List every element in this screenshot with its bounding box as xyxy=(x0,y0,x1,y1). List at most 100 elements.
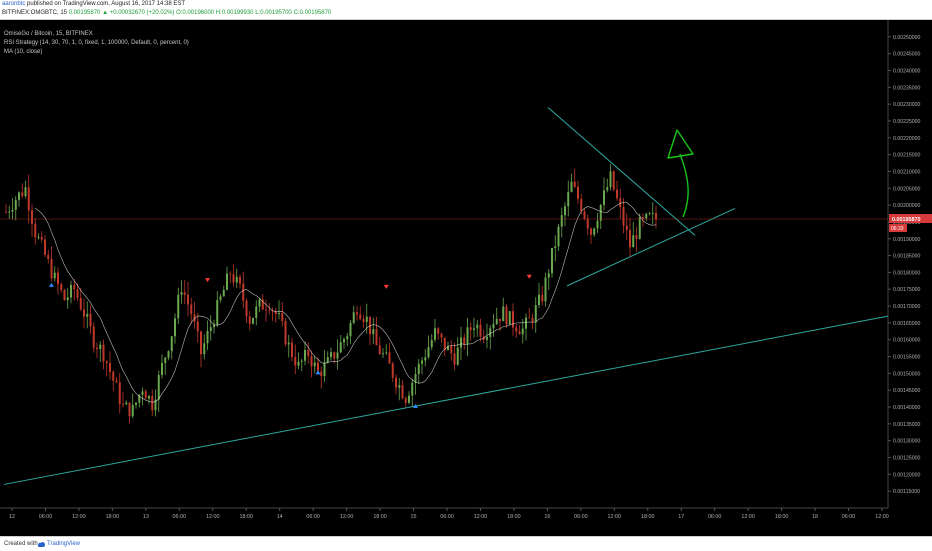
candle-body xyxy=(206,331,209,344)
x-tick-label: 06:00 xyxy=(708,514,722,520)
x-tick-label: 12 xyxy=(9,514,15,520)
x-tick-label: 12:00 xyxy=(608,514,622,520)
candle-body xyxy=(248,316,251,324)
y-tick-label: 0.00165000 xyxy=(893,321,921,327)
candle-body xyxy=(502,306,505,322)
y-tick-label: 0.00130000 xyxy=(893,439,921,445)
candle-body xyxy=(79,297,82,310)
y-tick-label: 0.00210000 xyxy=(893,169,921,175)
candle-body xyxy=(209,327,212,332)
candle-body xyxy=(226,273,228,290)
legend-rsi-strategy[interactable]: RSI Strategy (14, 30, 70, 1, 0, fixed, 1… xyxy=(4,40,189,46)
x-tick-label: 12:00 xyxy=(72,514,86,520)
candle-body xyxy=(313,362,316,367)
candle-body xyxy=(515,327,518,332)
x-tick-label: 18:00 xyxy=(239,514,253,520)
candle-body xyxy=(460,337,462,348)
candle-body xyxy=(268,310,271,311)
candle-body xyxy=(40,236,43,240)
candle-body xyxy=(531,317,534,323)
candle-body xyxy=(642,217,644,219)
candle-body xyxy=(346,336,349,340)
candle-body xyxy=(645,213,648,219)
chart-area[interactable]: 0.00250000 0.00245000 0.00240000 0.00235000… xyxy=(0,20,932,528)
candle-body xyxy=(362,318,365,322)
candle-body xyxy=(180,292,183,295)
author-link[interactable]: aaronbtc xyxy=(2,1,26,7)
candle-body xyxy=(5,211,7,213)
x-tick-label: 12:00 xyxy=(741,514,755,520)
last-price-label: 0.00195870 xyxy=(892,217,920,223)
candle-body xyxy=(229,273,232,275)
candle-body xyxy=(187,294,189,305)
hand-drawn-arrow-stem xyxy=(679,153,689,218)
candle-body xyxy=(24,187,27,197)
low-text: L:0.00195700 xyxy=(255,10,292,16)
candle-body xyxy=(473,328,475,330)
candle-body xyxy=(434,328,436,340)
candle-body xyxy=(154,399,157,411)
y-tick-label: 0.00120000 xyxy=(893,472,921,478)
candle-body xyxy=(450,346,453,354)
y-tick-label: 0.00250000 xyxy=(893,35,921,41)
candle-body xyxy=(200,331,202,355)
candle-body xyxy=(365,316,368,322)
candle-body xyxy=(161,362,163,375)
candle-body xyxy=(258,299,261,307)
price-chart[interactable]: 0.00250000 0.00245000 0.00240000 0.00235000… xyxy=(0,20,932,528)
tradingview-logo-icon[interactable] xyxy=(37,540,46,550)
y-tick-label: 0.00200000 xyxy=(893,203,921,209)
candle-body xyxy=(8,211,11,213)
sell-signal-arrow xyxy=(526,274,532,279)
candle-body xyxy=(167,351,170,358)
y-tick-label: 0.00145000 xyxy=(893,388,921,394)
chart-legend: OmiseGo / Bitcoin, 15, BITFINEX RSI Stra… xyxy=(4,30,189,57)
candle-body xyxy=(27,187,30,211)
candle-body xyxy=(284,321,287,345)
candle-body xyxy=(135,402,137,405)
countdown-label: 06:33 xyxy=(891,226,904,232)
ma-line xyxy=(35,202,657,403)
candle-body xyxy=(414,374,417,383)
tradingview-brand-link[interactable]: TradingView xyxy=(47,541,81,547)
y-tick-label: 0.00160000 xyxy=(893,338,921,344)
candle-body xyxy=(274,310,277,315)
x-tick-label: 16 xyxy=(544,514,550,520)
y-tick-label: 0.00190000 xyxy=(893,237,921,243)
last-price-label-bg xyxy=(889,214,932,224)
candle-body xyxy=(190,304,193,315)
candle-body xyxy=(21,192,24,197)
close-text: C:0.00195870 xyxy=(293,10,332,16)
candle-body xyxy=(593,228,596,235)
y-tick-label: 0.00155000 xyxy=(893,355,921,361)
candle-body xyxy=(193,314,196,322)
candle-body xyxy=(148,395,150,399)
symbol-quote-line: BITFINEX:OMGBTC, 15 0.00195870 ▲ +0.0003… xyxy=(2,10,331,16)
candle-body xyxy=(216,300,219,325)
candle-body xyxy=(18,192,20,200)
candle-body xyxy=(424,357,427,361)
candle-body xyxy=(560,215,563,227)
y-tick-label: 0.00220000 xyxy=(893,136,921,142)
candle-body xyxy=(317,362,319,372)
candle-body xyxy=(586,218,589,229)
y-tick-label: 0.00245000 xyxy=(893,52,921,58)
x-tick-label: 15 xyxy=(411,514,417,520)
candle-body xyxy=(427,347,430,358)
candle-body xyxy=(330,352,332,358)
x-tick-label: 18:00 xyxy=(641,514,655,520)
x-tick-label: 12:00 xyxy=(206,514,220,520)
y-tick-label: 0.00240000 xyxy=(893,68,921,74)
candle-body xyxy=(174,318,176,337)
x-tick-label: 18:00 xyxy=(373,514,387,520)
sell-signal-arrow xyxy=(383,284,389,289)
legend-ma[interactable]: MA (10, close) xyxy=(4,49,43,55)
candle-body xyxy=(118,382,121,404)
candle-body xyxy=(63,290,66,301)
candle-body xyxy=(177,294,180,319)
candle-body xyxy=(307,349,310,356)
candle-body xyxy=(138,394,141,403)
candle-body xyxy=(11,209,14,212)
x-tick-label: 06:00 xyxy=(173,514,187,520)
candle-body xyxy=(476,324,479,329)
